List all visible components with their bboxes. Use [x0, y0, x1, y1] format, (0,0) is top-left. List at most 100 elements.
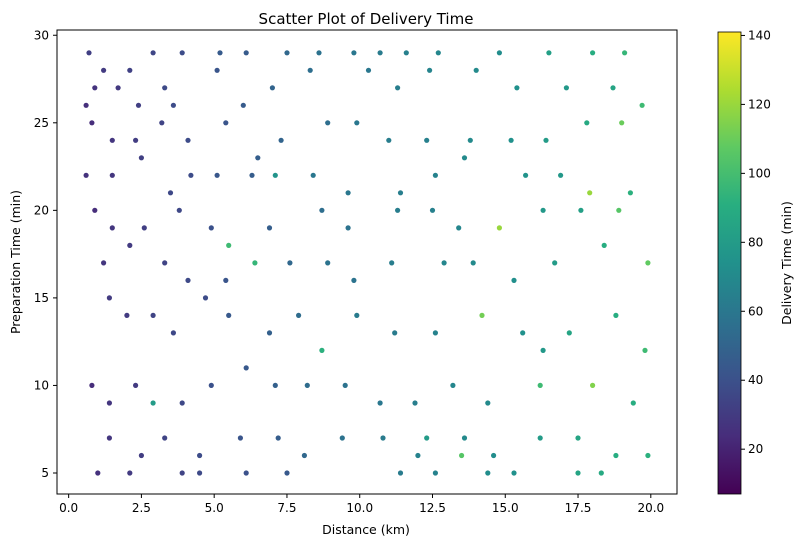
data-point-100 — [645, 260, 651, 266]
data-point-121 — [133, 382, 139, 388]
data-point-43 — [325, 120, 331, 126]
x-tick-label-4: 10.0 — [346, 501, 373, 515]
data-point-91 — [287, 260, 293, 266]
x-tick-label-3: 7.5 — [277, 501, 296, 515]
colorbar-tick-label-6: 140 — [748, 28, 771, 42]
data-point-65 — [523, 172, 529, 178]
data-point-31 — [514, 85, 520, 91]
data-point-115 — [540, 347, 546, 353]
data-point-127 — [304, 382, 310, 388]
data-point-78 — [395, 207, 401, 213]
data-point-8 — [316, 50, 322, 56]
data-point-61 — [345, 190, 351, 196]
data-point-20 — [135, 102, 142, 108]
data-point-126 — [272, 382, 278, 388]
x-axis: 0.0 2.5 5.0 7.5 10.0 12.5 15.0 17.5 20.0 — [59, 494, 664, 515]
x-tick-label-7: 17.5 — [565, 501, 592, 515]
data-point-112 — [432, 330, 438, 336]
data-point-104 — [170, 330, 176, 336]
data-point-63 — [432, 172, 438, 178]
data-point-129 — [377, 400, 383, 406]
data-point-7 — [284, 50, 290, 56]
data-point-49 — [543, 137, 549, 143]
data-point-124 — [208, 382, 214, 388]
y-tick-label-2: 15 — [34, 291, 49, 305]
data-point-10 — [377, 50, 383, 56]
data-point-0 — [86, 50, 92, 56]
data-point-79 — [429, 207, 436, 213]
data-point-151 — [613, 452, 619, 459]
data-point-1 — [101, 67, 107, 73]
data-point-96 — [470, 260, 476, 266]
data-point-76 — [319, 207, 325, 213]
data-point-150 — [575, 435, 581, 441]
data-point-143 — [339, 435, 345, 441]
data-point-130 — [412, 400, 418, 406]
data-point-94 — [389, 260, 395, 266]
data-point-155 — [179, 470, 185, 476]
data-point-99 — [601, 242, 607, 248]
scatter-points — [83, 50, 651, 476]
data-point-117 — [613, 312, 619, 318]
data-point-152 — [645, 452, 651, 459]
data-point-42 — [278, 137, 284, 143]
data-point-57 — [214, 172, 220, 178]
data-point-14 — [546, 50, 552, 56]
data-point-147 — [461, 435, 468, 441]
colorbar-axis: 20 40 60 80 100 120 140 — [741, 28, 771, 456]
data-point-118 — [642, 347, 648, 353]
data-point-33 — [610, 85, 616, 91]
data-point-165 — [598, 470, 604, 476]
data-point-53 — [109, 172, 115, 178]
data-point-77 — [345, 225, 351, 231]
data-point-74 — [226, 242, 232, 248]
data-point-154 — [127, 470, 133, 476]
data-point-86 — [127, 242, 133, 248]
y-tick-label-3: 20 — [34, 203, 49, 217]
data-point-2 — [127, 67, 133, 73]
data-point-58 — [249, 172, 255, 178]
y-tick-label-4: 25 — [34, 116, 49, 130]
y-tick-label-1: 10 — [34, 378, 49, 392]
data-point-85 — [101, 260, 107, 266]
data-point-35 — [89, 120, 95, 126]
data-point-88 — [185, 277, 191, 283]
colorbar — [717, 31, 742, 495]
data-point-144 — [380, 435, 386, 441]
data-point-137 — [138, 452, 144, 459]
data-point-98 — [552, 260, 558, 266]
data-point-24 — [240, 102, 246, 108]
data-point-83 — [578, 207, 584, 213]
data-point-90 — [252, 260, 258, 266]
data-point-69 — [92, 207, 98, 213]
data-point-68 — [627, 190, 634, 196]
data-point-128 — [342, 382, 348, 388]
data-point-38 — [159, 120, 165, 126]
data-point-45 — [386, 137, 392, 143]
data-point-4 — [179, 50, 185, 56]
y-tick-label-0: 5 — [41, 466, 49, 480]
x-axis-label: Distance (km) — [322, 522, 410, 537]
data-point-116 — [566, 330, 572, 336]
data-point-163 — [511, 470, 517, 476]
data-point-75 — [266, 225, 273, 231]
data-point-133 — [537, 382, 543, 388]
data-point-142 — [301, 452, 307, 459]
data-point-54 — [138, 155, 144, 161]
data-point-148 — [491, 452, 497, 459]
data-point-12 — [435, 50, 441, 56]
data-point-80 — [456, 225, 462, 231]
data-point-114 — [520, 330, 526, 336]
data-point-102 — [124, 312, 130, 318]
data-point-18 — [92, 85, 98, 91]
colorbar-tick-label-5: 120 — [748, 97, 771, 111]
data-point-30 — [473, 67, 479, 73]
data-point-21 — [162, 85, 168, 91]
x-tick-label-8: 20.0 — [637, 501, 664, 515]
data-point-119 — [89, 382, 95, 388]
data-point-16 — [622, 50, 628, 56]
data-point-29 — [427, 67, 433, 73]
data-point-6 — [243, 50, 249, 56]
data-point-51 — [619, 120, 625, 126]
data-point-160 — [432, 470, 438, 476]
